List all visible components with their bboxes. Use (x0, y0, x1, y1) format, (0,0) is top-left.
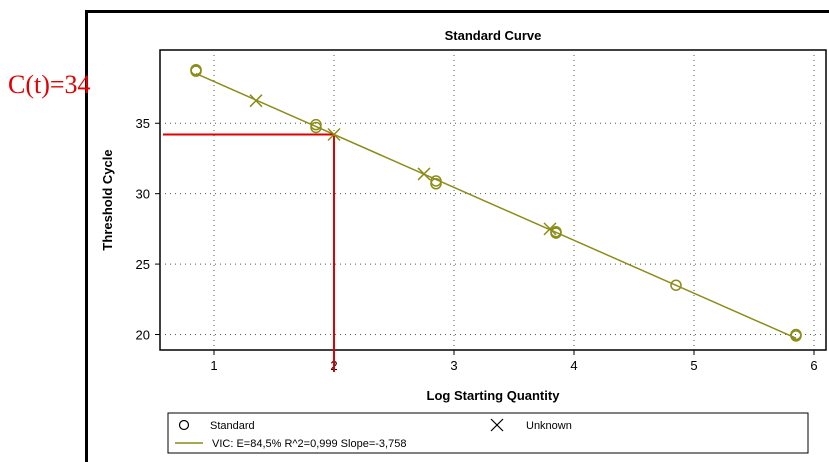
axis-ticks: 12345620253035 (136, 116, 818, 373)
unknown-point-stroke (249, 94, 263, 108)
x-tick-label: 5 (690, 358, 697, 373)
standard-point (670, 279, 682, 291)
grid (160, 50, 826, 350)
standard-point (190, 63, 202, 76)
unknown-point (327, 127, 341, 142)
x-tick-label: 4 (570, 358, 577, 373)
y-axis-title: Threshold Cycle (100, 149, 115, 250)
standard-point (790, 328, 802, 341)
x-tick-label: 6 (810, 358, 817, 373)
legend-unknown-marker (490, 418, 504, 432)
unknown-point (417, 167, 431, 181)
standard-point (310, 121, 322, 134)
legend-fit-label: VIC: E=84,5% R^2=0,999 Slope=-3,758 (212, 438, 406, 450)
y-tick-label: 30 (136, 187, 150, 202)
ct-annotation: C(t)=34 (8, 70, 91, 99)
chart-title: Standard Curve (445, 28, 542, 43)
plot-area (159, 49, 827, 351)
standard-point (430, 178, 442, 190)
legend-unknown-label: Unknown (526, 420, 572, 432)
unknown-point (249, 94, 263, 108)
legend-standard-marker (178, 419, 190, 431)
y-tick-label: 25 (136, 257, 150, 272)
unknown-point-stroke (327, 127, 341, 142)
x-axis-title: Log Starting Quantity (427, 388, 561, 403)
legend: Standard Unknown VIC: E=84,5% R^2=0,999 Sl… (167, 412, 809, 454)
y-tick-label: 20 (136, 328, 150, 343)
y-tick-label: 35 (136, 116, 150, 131)
fit-line-group (195, 72, 797, 339)
unknown-point-stroke (417, 167, 431, 181)
unknown-point (543, 222, 557, 236)
data-points (190, 63, 802, 342)
unknown-point-stroke (543, 222, 557, 236)
legend-standard-label: Standard (210, 420, 255, 432)
x-tick-label: 3 (450, 358, 457, 373)
standard-point (550, 227, 562, 239)
x-tick-label: 1 (210, 358, 217, 373)
ct-guide-lines (163, 133, 335, 372)
fit-line (195, 72, 797, 339)
legend-box (167, 412, 809, 454)
